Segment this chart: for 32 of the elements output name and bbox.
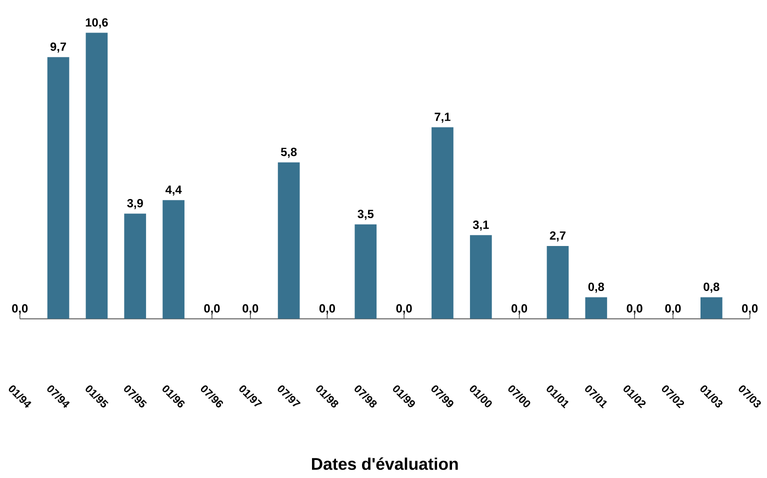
data-label: 3,5 (358, 210, 374, 220)
bar (86, 32, 108, 319)
data-label: 5,8 (280, 148, 297, 158)
data-label: 0,8 (588, 282, 604, 293)
data-label: 3,9 (127, 199, 143, 210)
data-label: 0,0 (204, 304, 220, 314)
bar (162, 200, 184, 319)
data-label: 0,0 (626, 304, 642, 314)
bar (470, 235, 492, 319)
data-label: 0,0 (319, 304, 335, 314)
data-label: 0,0 (512, 304, 528, 314)
bar (124, 214, 146, 319)
data-label: 10,6 (86, 18, 108, 28)
data-label: 0,0 (742, 304, 758, 314)
x-axis-title: Dates d'évaluation (312, 458, 458, 470)
bar (546, 246, 569, 319)
data-label: 0,8 (704, 282, 720, 293)
data-label: 3,1 (472, 220, 489, 231)
bar (585, 297, 608, 319)
data-label: 0,0 (396, 304, 412, 314)
bar (354, 224, 377, 319)
data-label: 9,7 (50, 42, 66, 53)
bar (278, 162, 300, 319)
data-label: 2,7 (550, 231, 566, 242)
data-label: 4,4 (165, 186, 182, 196)
data-label: 7,1 (434, 112, 450, 123)
data-label: 0,0 (242, 304, 258, 314)
data-label: 0,0 (12, 304, 28, 314)
bar (47, 57, 70, 319)
bar (432, 127, 454, 319)
bar (700, 297, 722, 319)
data-label: 0,0 (665, 304, 681, 314)
